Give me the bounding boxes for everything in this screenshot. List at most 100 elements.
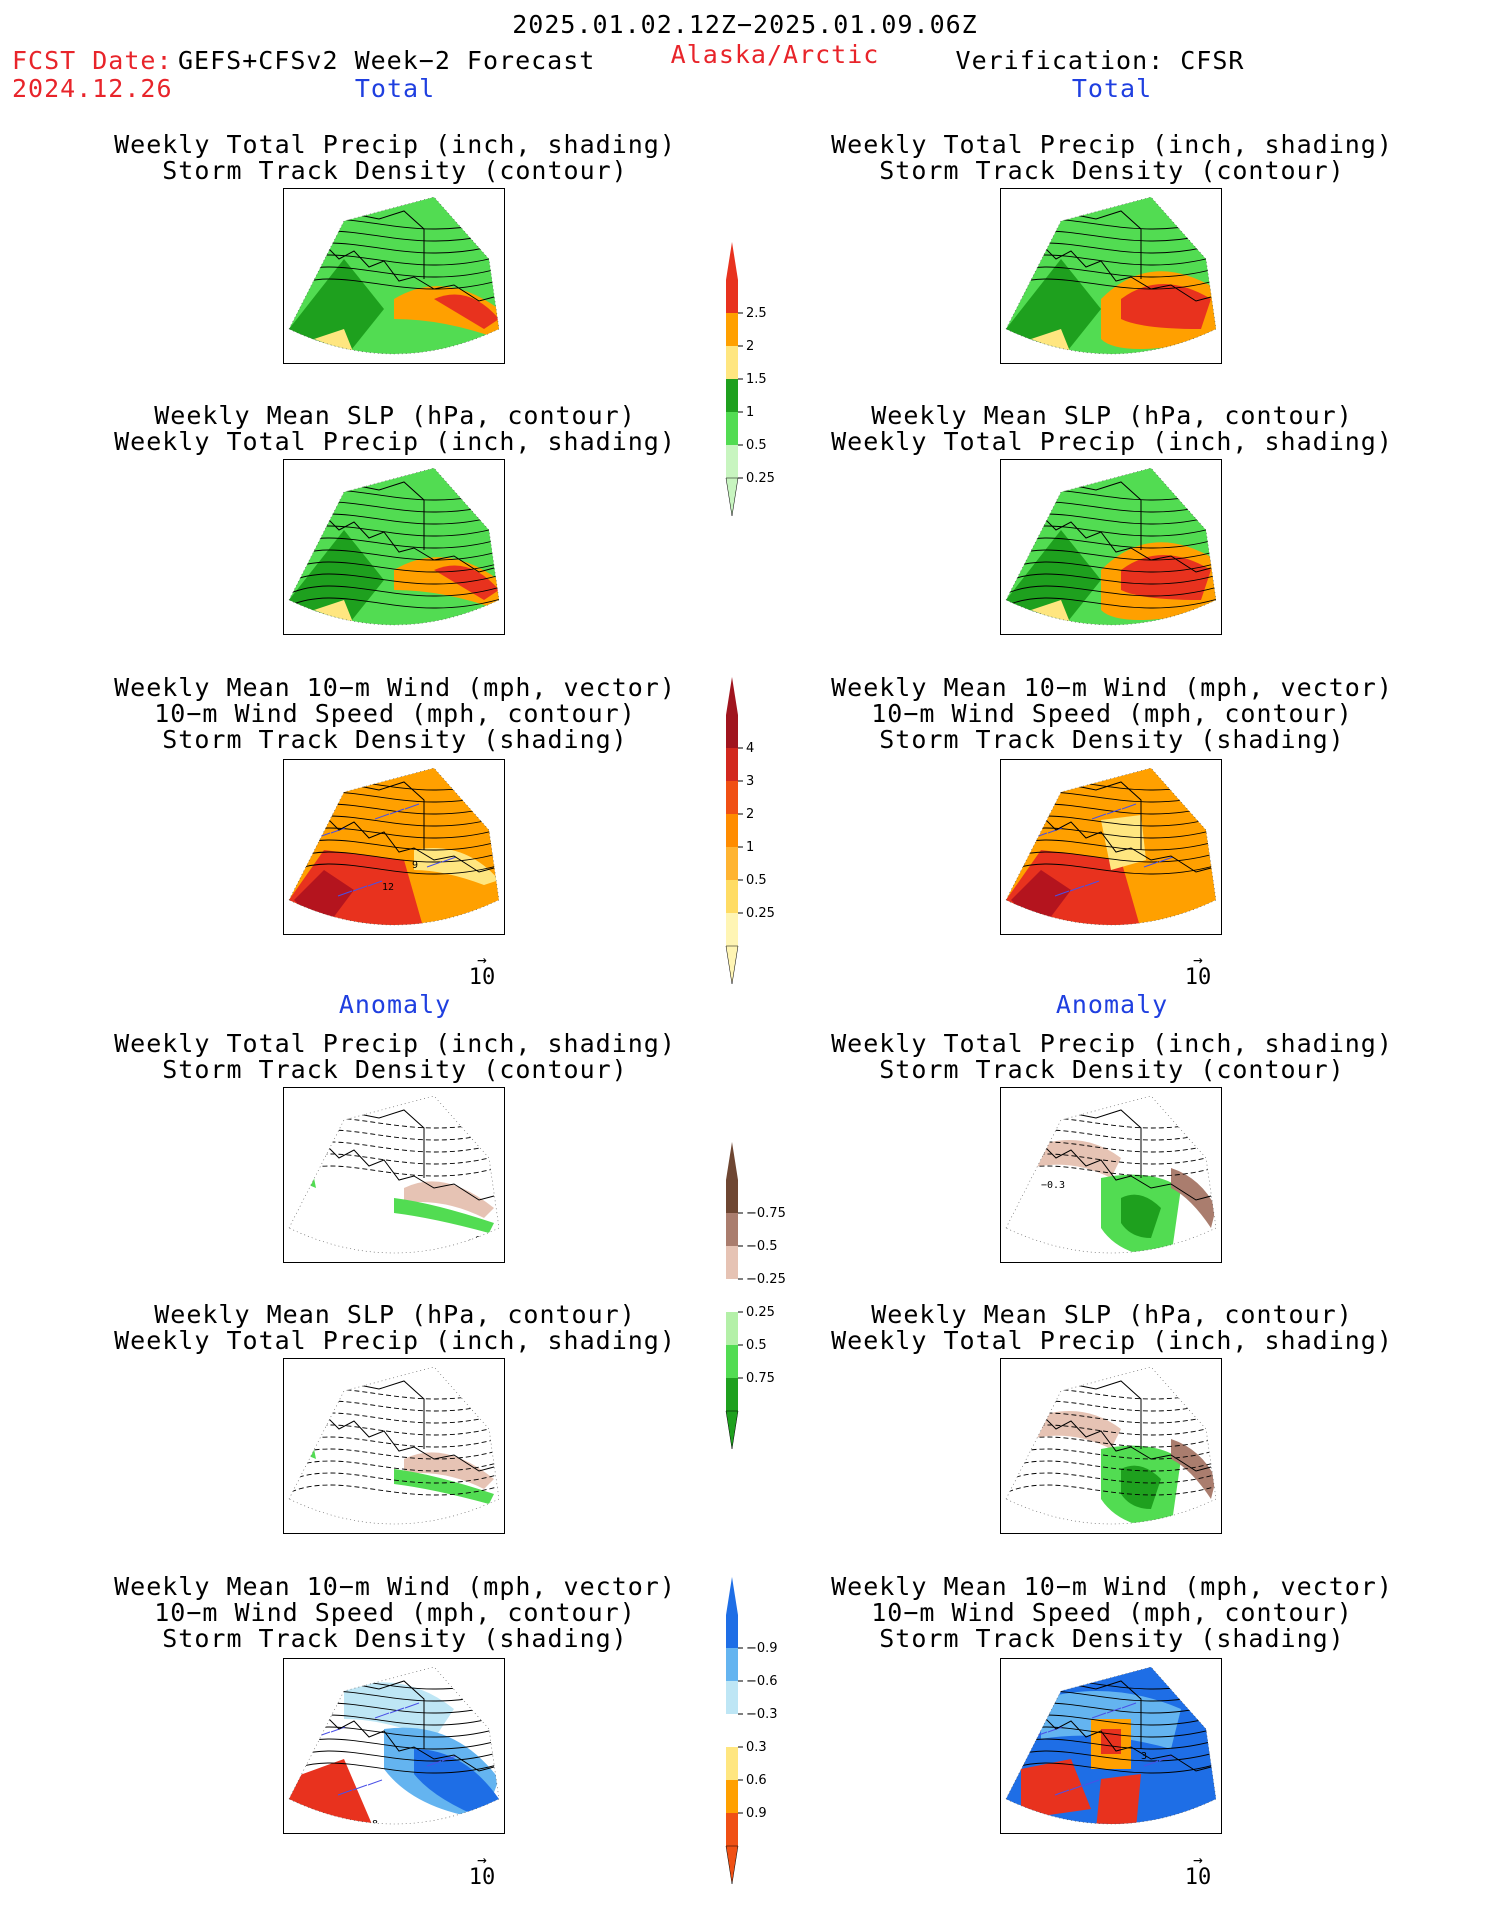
colorbar-tick-label: 1 (746, 405, 754, 420)
colorbar-tick-label: 0.5 (746, 438, 767, 453)
coastline (303, 514, 495, 573)
shade-region (1031, 1411, 1121, 1449)
contour-label: 8 (372, 1819, 378, 1830)
colorbar-segment (726, 781, 738, 814)
coastline (353, 1109, 425, 1178)
map-boundary (288, 196, 500, 355)
coastline (1070, 481, 1142, 550)
map-content: −0.3 (1006, 1109, 1216, 1253)
colorbar-segment (726, 1714, 738, 1747)
colorbar-end-arrow (726, 1577, 738, 1615)
panel-title-line: Weekly Total Precip (inch, shading) (831, 1029, 1393, 1058)
colorbar-tick-label: 0.25 (746, 1305, 775, 1320)
colorbar-segment (726, 346, 738, 379)
map-boundary (1005, 467, 1217, 626)
map-total-wind-verif (1000, 759, 1222, 935)
colorbar-segment (726, 1213, 738, 1246)
contour-line (289, 597, 499, 609)
panel-title-line: Weekly Mean SLP (hPa, contour) (154, 1300, 636, 1329)
contour-line (1006, 863, 1216, 875)
coastline (303, 1413, 495, 1472)
coastline (303, 243, 495, 302)
shade-region (1006, 530, 1101, 625)
section-anomaly-left: Anomaly (338, 990, 452, 1019)
map-anom-precip-verif: −0.3 (1000, 1087, 1222, 1263)
wind-vector (293, 1673, 309, 1680)
wind-vector (330, 1726, 346, 1733)
wind-vector (1047, 1726, 1063, 1733)
panel-title-line: 10−m Wind Speed (mph, contour) (154, 699, 636, 728)
wind-vector (1121, 1702, 1137, 1709)
colorbar-tick-label: 0.5 (746, 873, 767, 888)
wind-vector (1195, 1678, 1211, 1685)
colorbar-segment (726, 1747, 738, 1780)
colorbar-tick-label: 2.5 (746, 306, 767, 321)
coastline (1070, 781, 1142, 850)
shade-region (1101, 1729, 1121, 1754)
wind-vector (374, 813, 390, 820)
colorbar-tick-label: 0.5 (746, 1338, 767, 1353)
ref-vector-anom-left: → 10 (462, 1850, 502, 1890)
coastline (1020, 1142, 1212, 1201)
coastline (1070, 1680, 1142, 1749)
shade-region (414, 848, 499, 885)
ref-vector-value: 10 (1184, 1865, 1212, 1890)
wind-vector (1017, 1736, 1033, 1743)
colorbar-tick-label: −0.3 (746, 1707, 778, 1722)
panel-title-line: Weekly Total Precip (inch, shading) (831, 1326, 1393, 1355)
map-boundary (1005, 1366, 1217, 1525)
wind-vector (367, 880, 383, 887)
colorbar-end-arrow (725, 945, 739, 985)
contour-label: −0.6 (469, 1235, 493, 1246)
fcst-date: 2024.12.26 (12, 74, 173, 103)
contour-line (289, 1412, 499, 1424)
wind-vector (1054, 890, 1070, 897)
contour-line (1006, 1484, 1216, 1496)
shade-region (1101, 815, 1146, 870)
coastline (1020, 814, 1212, 873)
map-total-slp-fcst (283, 459, 505, 635)
wind-vector (300, 837, 316, 844)
contour-line (289, 1400, 499, 1412)
coastline (303, 1142, 495, 1201)
arrow-icon: → (1193, 1850, 1203, 1869)
panel-title-line: Storm Track Density (shading) (879, 725, 1345, 754)
map-svg: −0.3 (1005, 1095, 1217, 1254)
panel-title-line: Storm Track Density (shading) (162, 725, 628, 754)
colorbar-segment (726, 1813, 738, 1846)
map-svg (1005, 1366, 1217, 1525)
colorbar-segment (726, 1312, 738, 1345)
colorbar-segment (726, 445, 738, 478)
colorbar-segment (726, 379, 738, 412)
panel-title-line: Weekly Mean 10−m Wind (mph, vector) (831, 673, 1393, 702)
section-total-left: Total (354, 74, 436, 103)
coastline (1070, 210, 1142, 279)
contour-line (1006, 1412, 1216, 1424)
wind-vector (337, 1789, 353, 1796)
contour-line (289, 1141, 499, 1153)
wind-vector (1106, 1707, 1122, 1714)
wind-vector (478, 779, 494, 786)
ref-vector-total-right: → 10 (1178, 950, 1218, 990)
map-boundary (288, 767, 500, 926)
map-content: 8 (289, 1667, 499, 1830)
contour-line (1006, 1165, 1216, 1177)
colorbar-end-arrow (726, 242, 738, 280)
colorbar-tick-label: 2 (746, 807, 754, 822)
map-anom-slp-verif (1000, 1358, 1222, 1534)
wind-vector (426, 861, 442, 868)
shade-region (1121, 1465, 1161, 1509)
wind-vector (1010, 774, 1026, 781)
contour-label: −0.3 (1041, 1180, 1065, 1191)
contour-line (1006, 1153, 1216, 1165)
map-anom-wind-fcst: 8 (283, 1658, 505, 1834)
contour-line (1006, 1388, 1216, 1400)
map-total-slp-verif (1000, 459, 1222, 635)
colorbar-tick-label: −0.75 (746, 1206, 786, 1221)
panel-title-line: Storm Track Density (contour) (162, 156, 628, 185)
contour-line (1006, 1117, 1216, 1129)
colorbar-tick-label: 1 (746, 840, 754, 855)
coastline (1020, 514, 1212, 573)
contour-line (1006, 1460, 1216, 1472)
map-boundary (1005, 1666, 1217, 1825)
